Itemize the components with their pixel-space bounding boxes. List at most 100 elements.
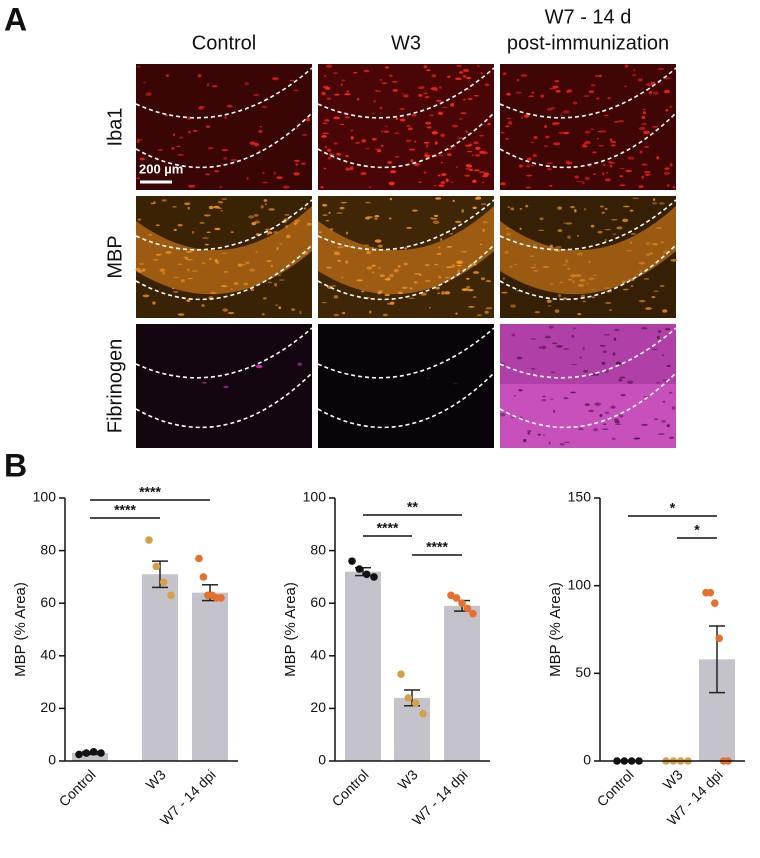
y-tick-label: 60 bbox=[310, 594, 326, 610]
data-point bbox=[463, 604, 472, 613]
cell bbox=[276, 247, 279, 251]
cell bbox=[660, 241, 664, 244]
cell bbox=[434, 286, 440, 290]
cell bbox=[254, 220, 261, 224]
cell bbox=[590, 224, 595, 228]
cell bbox=[470, 263, 477, 266]
cell bbox=[477, 65, 480, 68]
cell bbox=[469, 169, 474, 172]
cell bbox=[377, 149, 382, 153]
cell bbox=[177, 153, 184, 156]
cell bbox=[136, 66, 141, 68]
cell bbox=[243, 282, 249, 286]
y-axis-label: MBP (% Area) bbox=[12, 582, 29, 677]
cell bbox=[484, 83, 490, 87]
y-tick-label: 150 bbox=[568, 489, 592, 505]
cell bbox=[356, 97, 360, 101]
cell bbox=[669, 163, 673, 167]
cell bbox=[142, 294, 150, 298]
micrograph bbox=[317, 64, 495, 190]
region-outline bbox=[499, 327, 677, 379]
cell bbox=[371, 113, 375, 115]
cell bbox=[644, 171, 651, 174]
myelin-band bbox=[136, 206, 312, 295]
cell bbox=[297, 362, 303, 366]
cell bbox=[659, 285, 665, 287]
cell bbox=[602, 350, 607, 354]
cell bbox=[450, 181, 454, 184]
cell bbox=[655, 227, 662, 229]
cell bbox=[324, 119, 330, 122]
cell bbox=[441, 173, 447, 176]
cell bbox=[444, 291, 451, 295]
cell bbox=[614, 328, 620, 332]
cell bbox=[361, 139, 367, 143]
cell bbox=[155, 253, 162, 256]
cell bbox=[473, 95, 479, 97]
cell bbox=[139, 157, 145, 161]
cell bbox=[377, 244, 383, 248]
data-point bbox=[419, 709, 427, 718]
region-outline bbox=[135, 372, 313, 429]
cell bbox=[192, 129, 198, 132]
cell bbox=[326, 97, 332, 100]
cell bbox=[664, 167, 670, 171]
cell bbox=[455, 312, 458, 315]
cell bbox=[426, 144, 429, 148]
cell bbox=[523, 114, 530, 118]
cell bbox=[630, 233, 637, 235]
cell bbox=[300, 162, 307, 166]
cell bbox=[172, 206, 177, 208]
cell bbox=[662, 379, 667, 382]
cell bbox=[611, 437, 615, 440]
cell bbox=[582, 300, 586, 303]
cell bbox=[593, 173, 596, 176]
cell bbox=[538, 346, 542, 349]
cell bbox=[597, 230, 603, 234]
cell bbox=[379, 79, 383, 81]
cell bbox=[609, 161, 616, 164]
cell bbox=[612, 352, 616, 356]
cell bbox=[323, 167, 327, 170]
cell bbox=[640, 123, 648, 125]
cell bbox=[592, 151, 597, 154]
cell bbox=[454, 220, 462, 223]
cell bbox=[440, 133, 446, 137]
cell bbox=[622, 205, 630, 208]
cell bbox=[223, 385, 229, 389]
cell bbox=[434, 141, 438, 145]
micrograph bbox=[135, 64, 313, 190]
cell bbox=[348, 245, 352, 248]
myelin-band bbox=[500, 206, 676, 295]
cell bbox=[559, 443, 565, 446]
cell bbox=[455, 166, 458, 168]
region-outline bbox=[135, 327, 313, 379]
cell bbox=[438, 275, 442, 279]
cell bbox=[480, 203, 487, 205]
cell bbox=[651, 296, 656, 299]
cell bbox=[192, 230, 195, 234]
cell bbox=[432, 217, 438, 220]
cell bbox=[665, 328, 671, 331]
cell bbox=[418, 181, 422, 183]
cell bbox=[177, 263, 183, 266]
micrograph-background bbox=[318, 324, 494, 448]
cell bbox=[368, 186, 372, 189]
cell bbox=[217, 201, 223, 204]
cell bbox=[384, 294, 390, 297]
cell bbox=[214, 258, 218, 263]
cell bbox=[465, 130, 468, 133]
cell bbox=[537, 433, 541, 436]
cell bbox=[568, 278, 573, 281]
cell bbox=[301, 134, 308, 136]
significance-label: **** bbox=[139, 484, 161, 500]
y-tick-label: 0 bbox=[583, 752, 591, 768]
cell bbox=[554, 79, 559, 83]
cell bbox=[619, 376, 626, 379]
cell bbox=[387, 161, 393, 164]
cell bbox=[616, 226, 623, 230]
cell bbox=[549, 184, 553, 187]
cell bbox=[331, 285, 337, 287]
cell bbox=[593, 373, 600, 376]
data-point bbox=[195, 554, 203, 563]
